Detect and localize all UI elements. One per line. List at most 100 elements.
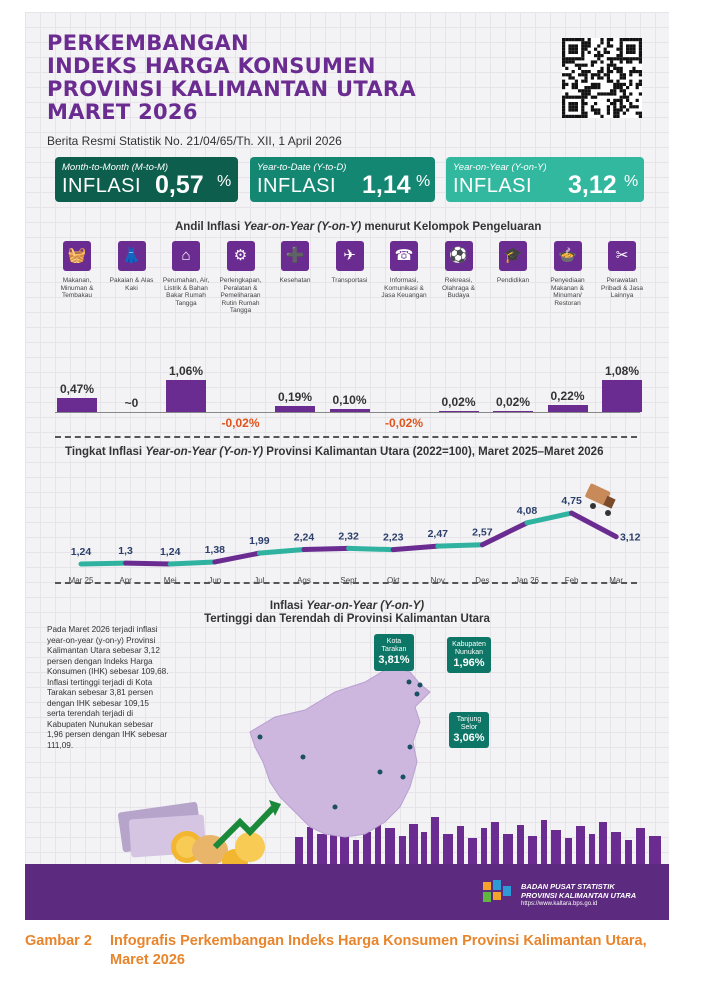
andil-value-label: -0,02% — [384, 416, 424, 430]
andil-value-label: 0,02% — [495, 395, 531, 410]
divider — [55, 436, 637, 438]
trend-value-label: 1,99 — [249, 535, 270, 547]
qr-code[interactable] — [562, 38, 642, 118]
trend-line-segment — [479, 520, 530, 548]
yoy-value: 3,12 — [568, 171, 617, 199]
trend-value-label: 2,23 — [383, 532, 404, 544]
trend-chart: 1,24 Mar 25 1,3 Apr 1,24 Mei 1,38 Jun 1,99 Jul 2,2… — [69, 483, 641, 585]
ytd-box: Year-to-Date (Y-to-D) INFLASI 1,14 % — [250, 157, 435, 202]
trend-line-segment — [167, 559, 218, 567]
andil-bar — [57, 397, 97, 412]
callout-nunukan: Kabupaten Nunukan 1,96% — [447, 637, 491, 673]
trend-value-label: 1,38 — [205, 544, 226, 556]
category-label: Pakaian & Alas Kaki — [109, 277, 154, 292]
restaurant-icon: 🍲 — [553, 241, 582, 271]
trend-title: Tingkat Inflasi Year-on-Year (Y-on-Y) Pr… — [65, 446, 604, 458]
mtm-box: Month-to-Month (M-to-M) INFLASI 0,57 % — [55, 157, 238, 202]
title-line: PROVINSI KALIMANTAN UTARA — [47, 77, 416, 101]
andil-value-label: 0,19% — [277, 390, 313, 405]
mtm-inflasi: INFLASI — [62, 175, 142, 197]
trend-value-label: 4,75 — [561, 495, 582, 507]
food-basket-icon: 🧺 — [63, 241, 91, 271]
summary-paragraph: Pada Maret 2026 terjadi inflasi year-on-… — [47, 625, 169, 750]
trend-line-segment — [301, 545, 352, 552]
bps-logo-icon — [483, 880, 511, 902]
phone-icon: ☎ — [390, 241, 418, 271]
graduation-cap-icon: 🎓 — [499, 241, 527, 271]
yoy-inflasi: INFLASI — [453, 175, 533, 197]
airplane-icon: ✈ — [335, 241, 364, 271]
andil-value-label: 0,10% — [332, 393, 367, 407]
trend-value-label: 2,47 — [428, 528, 449, 540]
title-line: INDEKS HARGA KONSUMEN — [47, 54, 376, 78]
trend-month-label: Mar — [609, 576, 623, 585]
andil-value-label: 1,06% — [168, 364, 204, 379]
trend-value-label: 1,24 — [160, 546, 181, 558]
trend-value-label: 1,3 — [118, 545, 133, 557]
andil-bar — [547, 405, 588, 412]
medicine-icon: ➕ — [281, 241, 309, 271]
trend-month-label: Jul — [254, 576, 264, 585]
trend-month-label: Mei — [164, 576, 177, 585]
category-label: Rekreasi, Olahraga & Budaya — [442, 277, 475, 299]
sport-icon: ⚽ — [444, 241, 473, 271]
appliance-icon: ⚙ — [226, 241, 255, 271]
callout-tanjung-selor: Tanjung Selor 3,06% — [449, 712, 489, 748]
yoy-label: Year-on-Year (Y-on-Y) — [453, 162, 547, 173]
andil-value-label: 1,08% — [604, 363, 640, 378]
caption-number: Gambar 2 — [25, 933, 92, 949]
truck-icon — [585, 483, 616, 516]
trend-value-label: 1,24 — [71, 546, 92, 558]
ytd-pct: % — [416, 173, 431, 190]
ytd-label: Year-to-Date (Y-to-D) — [257, 162, 347, 173]
andil-bar — [602, 379, 642, 412]
andil-value-label: ~0 — [124, 396, 139, 410]
ytd-value: 1,14 — [362, 171, 411, 199]
andil-value-label: 0,47% — [59, 381, 95, 396]
tools-icon: ✂ — [608, 241, 636, 271]
trend-value-label: 2,57 — [472, 527, 493, 539]
mtm-label: Month-to-Month (M-to-M) — [62, 162, 169, 173]
yoy-box: Year-on-Year (Y-on-Y) INFLASI 3,12 % — [446, 157, 644, 202]
trend-month-label: Mar 25 — [69, 576, 94, 585]
category-label: Transportasi — [331, 277, 368, 284]
trend-value-label: 2,24 — [294, 532, 315, 544]
trend-value-label: 3,12 — [620, 532, 641, 544]
footer-band: BADAN PUSAT STATISTIK PROVINSI KALIMANTA… — [25, 864, 669, 920]
andil-value-label: 0,22% — [550, 389, 585, 404]
trend-value-label: 4,08 — [517, 505, 538, 517]
category-label: Kesehatan — [279, 277, 311, 284]
category-label: Informasi, Komunikasi & Jasa Keuangan — [381, 277, 427, 299]
infographic-card: PERKEMBANGAN INDEKS HARGA KONSUMEN PROVI… — [25, 12, 669, 920]
trend-line-segment — [256, 547, 307, 556]
caption-text: Infografis Perkembangan Indeks Harga Kon… — [110, 933, 647, 968]
trend-line-segment — [212, 550, 262, 565]
andil-bar — [166, 380, 206, 412]
andil-title: Andil Inflasi Year-on-Year (Y-on-Y) menu… — [175, 221, 542, 233]
mtm-pct: % — [217, 173, 232, 190]
footer-org1: BADAN PUSAT STATISTIK — [521, 882, 615, 891]
andil-bar — [275, 406, 315, 412]
callout-tarakan: Kota Tarakan 3,81% — [374, 634, 414, 671]
house-icon: ⌂ — [172, 241, 200, 271]
footer-org2: PROVINSI KALIMANTAN UTARA — [521, 891, 637, 900]
trend-month-label: Ags — [297, 576, 311, 585]
trend-line-segment — [390, 543, 441, 553]
trend-value-label: 2,32 — [338, 530, 359, 542]
trend-line-segment — [435, 542, 485, 549]
trend-line-segment — [569, 510, 619, 540]
map-subtitle: Tertinggi dan Terendah di Provinsi Kalim… — [204, 613, 490, 625]
category-label: Makanan, Minuman & Tembakau — [60, 277, 94, 299]
trend-line-segment — [524, 510, 575, 526]
page-title: PERKEMBANGAN INDEKS HARGA KONSUMEN PROVI… — [47, 32, 416, 124]
andil-baseline — [55, 412, 640, 413]
trend-month-label: Okt — [387, 576, 400, 585]
category-label: Perlengkapan, Peralatan & Pemeliharaan R… — [219, 277, 262, 314]
ytd-inflasi: INFLASI — [257, 175, 337, 197]
mtm-value: 0,57 — [155, 171, 204, 199]
title-line: PERKEMBANGAN — [47, 31, 249, 55]
map-title: Inflasi Year-on-Year (Y-on-Y) — [269, 600, 425, 612]
title-line: MARET 2026 — [47, 100, 198, 124]
dress-icon: 👗 — [117, 241, 146, 271]
footer-url[interactable]: https://www.kaltara.bps.go.id — [521, 901, 598, 907]
